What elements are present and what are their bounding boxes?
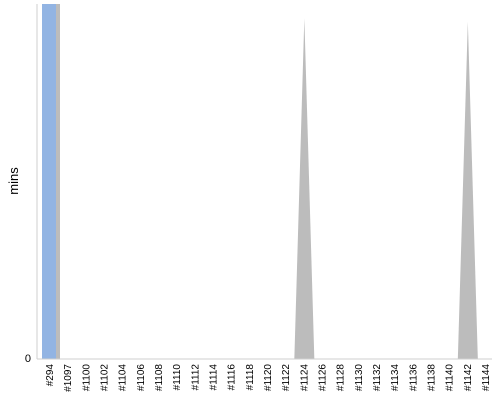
x-tick-label: #1132 — [372, 364, 383, 392]
x-tick-label: #1114 — [209, 364, 220, 391]
x-tick-label: #1110 — [172, 364, 183, 391]
x-tick-label: #1138 — [427, 364, 438, 392]
x-tick-label: #1142 — [463, 364, 474, 392]
x-tick-label: #1128 — [336, 364, 347, 392]
x-tick-label: #1118 — [245, 364, 256, 391]
x-tick-label: #1104 — [118, 364, 129, 392]
x-tick-label: #1097 — [63, 364, 74, 392]
x-tick-label: #1134 — [390, 364, 401, 392]
x-tick-label: #1144 — [481, 364, 492, 392]
x-tick-label: #1108 — [154, 364, 165, 392]
y-axis-title: mins — [6, 167, 21, 195]
x-tick-label: #1126 — [318, 364, 329, 392]
x-tick-label: #1122 — [281, 364, 292, 392]
x-tick-label: #1140 — [445, 364, 456, 392]
y-tick-label: 0 — [25, 353, 31, 365]
x-tick-label: #1112 — [190, 364, 201, 391]
x-tick-label: #1136 — [408, 364, 419, 392]
duration-area-mark — [457, 21, 478, 359]
x-tick-label: #1124 — [299, 364, 310, 392]
x-tick-label: #1102 — [100, 364, 111, 392]
duration-bar-mark — [42, 4, 56, 359]
x-tick-label: #294 — [45, 364, 56, 387]
x-tick-label: #1116 — [227, 364, 238, 391]
x-tick-label: #1130 — [354, 364, 365, 392]
x-tick-label: #1106 — [136, 364, 147, 392]
duration-area-mark — [294, 18, 315, 359]
x-tick-label: #1100 — [81, 364, 92, 392]
x-axis-ticks: #294 #1097 #1100 #1102 #1104 #1106 #1108 #1110 #… — [45, 364, 492, 392]
plot-area — [42, 4, 478, 359]
x-tick-label: #1120 — [263, 364, 274, 392]
